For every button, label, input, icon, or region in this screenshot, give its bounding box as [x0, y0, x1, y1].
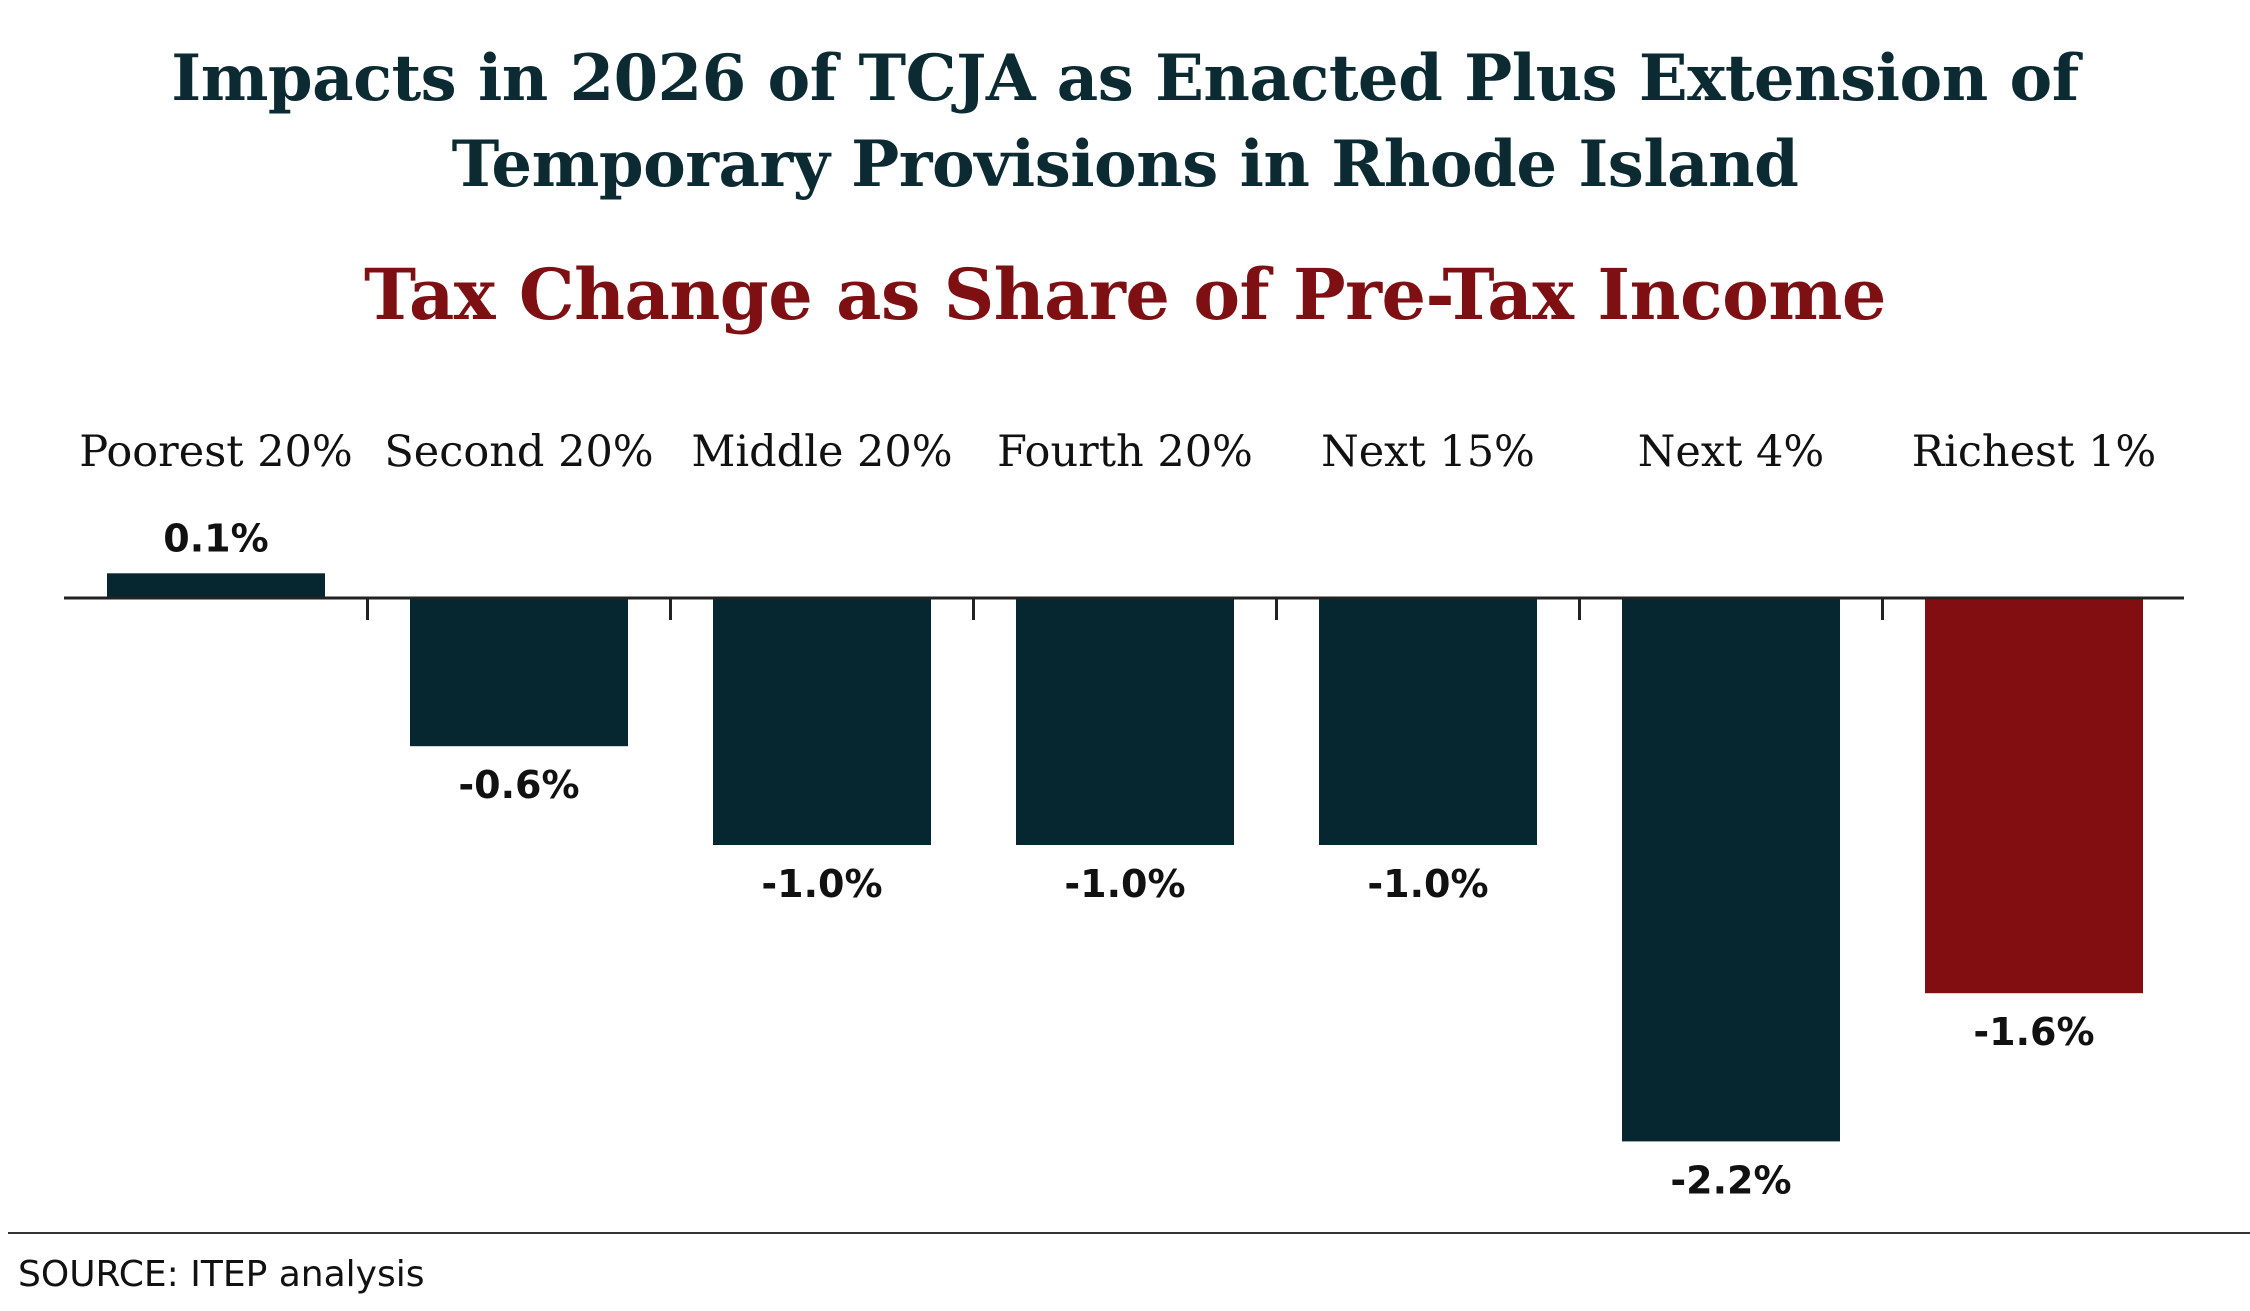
category-label: Richest 1% — [1912, 427, 2157, 477]
chart-title: Impacts in 2026 of TCJA as Enacted Plus … — [0, 36, 2250, 208]
bar — [713, 598, 931, 845]
value-label: -1.6% — [1973, 1010, 2094, 1054]
value-label: -2.2% — [1670, 1158, 1791, 1202]
value-labels: 0.1% -0.6% -1.0% -1.0% -1.0% -2.2% -1.6% — [163, 516, 2094, 1202]
bar — [1016, 598, 1234, 845]
chart-subtitle: Tax Change as Share of Pre-Tax Income — [364, 253, 1886, 336]
bar — [1622, 598, 1840, 1142]
value-label: 0.1% — [163, 516, 268, 560]
bar — [1925, 598, 2143, 994]
category-label: Second 20% — [384, 427, 653, 477]
bar — [107, 573, 325, 598]
category-label: Poorest 20% — [79, 427, 353, 477]
bar — [410, 598, 628, 747]
bars — [107, 573, 2143, 1142]
category-label: Next 4% — [1638, 427, 1825, 477]
value-label: -1.0% — [1367, 862, 1488, 906]
footer-divider — [8, 1232, 2250, 1234]
value-label: -1.0% — [761, 862, 882, 906]
category-label: Fourth 20% — [997, 427, 1253, 477]
bar — [1319, 598, 1537, 845]
category-labels: Poorest 20% Second 20% Middle 20% Fourth 20… — [79, 427, 2156, 477]
category-label: Middle 20% — [691, 427, 952, 477]
source-note: SOURCE: ITEP analysis — [18, 1254, 425, 1295]
bar-chart: Poorest 20% Second 20% Middle 20% Fourth 20… — [64, 427, 2184, 1202]
value-label: -1.0% — [1064, 862, 1185, 906]
chart-title-line-1: Impacts in 2026 of TCJA as Enacted Plus … — [171, 41, 2079, 116]
chart-title-line-2: Temporary Provisions in Rhode Island — [451, 127, 1799, 202]
axis-ticks — [366, 598, 1884, 620]
category-label: Next 15% — [1321, 427, 1535, 477]
value-label: -0.6% — [458, 763, 579, 807]
